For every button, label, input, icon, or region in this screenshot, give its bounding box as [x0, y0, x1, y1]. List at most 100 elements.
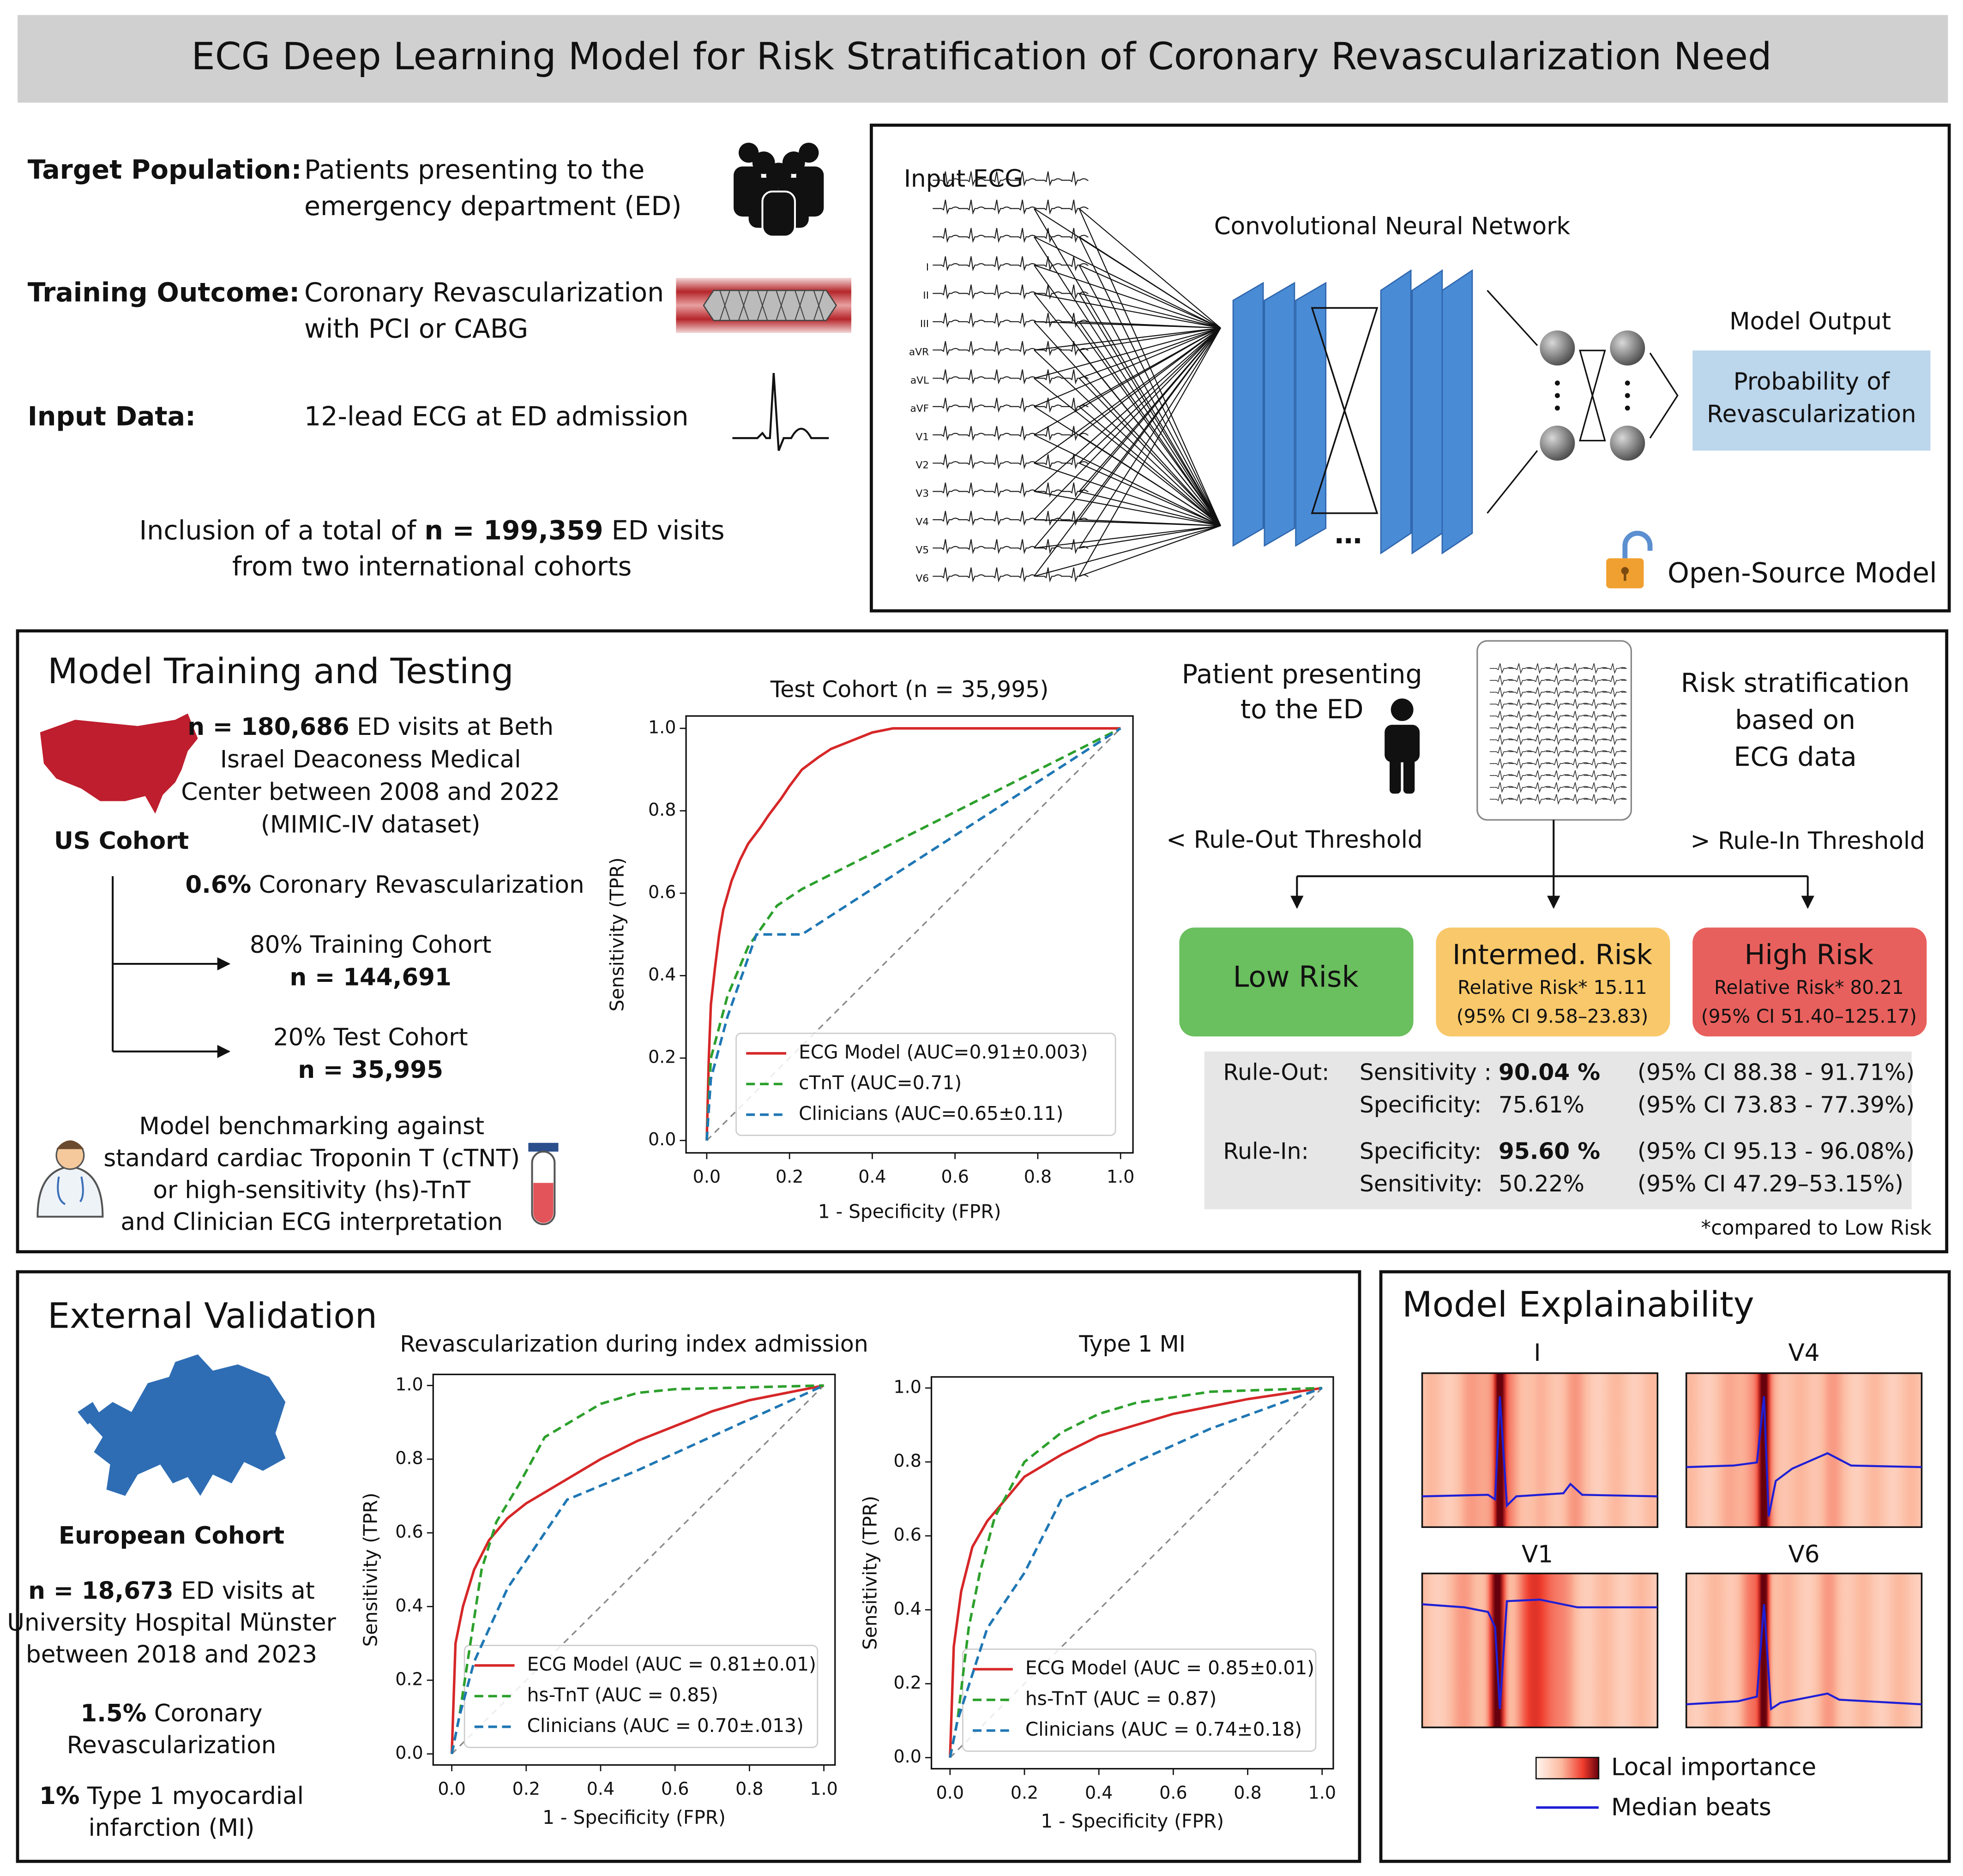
cohort-text: between 2018 and 2023	[26, 1641, 317, 1669]
connection	[1078, 327, 1221, 435]
y-tick-label: 0.6	[648, 882, 676, 902]
x-tick-label: 0.2	[776, 1166, 803, 1187]
neuron	[1540, 330, 1575, 366]
field-label: Training Outcome:	[28, 277, 300, 308]
benchmark-text: or high-sensitivity (hs)-TnT	[153, 1177, 470, 1204]
connection	[1078, 327, 1221, 548]
x-tick-label: 0.0	[693, 1166, 721, 1187]
neuron-dots	[1554, 393, 1560, 398]
connection	[1034, 327, 1221, 548]
connection	[1034, 463, 1221, 526]
x-tick-label: 0.2	[512, 1779, 540, 1799]
split-label: 80% Training Cohort	[250, 931, 492, 959]
x-tick-label: 0.6	[941, 1166, 969, 1187]
legend-label: hs-TnT (AUC = 0.85)	[527, 1684, 718, 1706]
field-label: Input Data:	[28, 401, 196, 432]
connection	[1034, 327, 1221, 379]
roc-curve	[949, 1387, 1322, 1758]
metric-value: 90.04 %	[1499, 1059, 1600, 1086]
cohort-text: n = 18,673 ED visits at	[28, 1577, 315, 1605]
x-tick-label: 0.2	[1011, 1782, 1038, 1803]
y-tick-label: 0.2	[395, 1669, 423, 1689]
ecg-trace	[933, 397, 1089, 413]
cohort-text: (MIMIC-IV dataset)	[261, 811, 481, 839]
neuron	[1610, 425, 1645, 461]
y-tick-label: 0.2	[648, 1047, 676, 1067]
roc-curve	[450, 1384, 825, 1755]
y-tick-label: 0.6	[395, 1521, 423, 1542]
legend-label: Clinicians (AUC = 0.70±.013)	[527, 1714, 804, 1737]
prevalence-text: 0.6% Coronary Revascularization	[185, 871, 584, 899]
neuron-dots	[1625, 380, 1630, 386]
median-beat	[1686, 1604, 1922, 1711]
strat-text: ECG data	[1734, 742, 1856, 772]
ecg-card-trace	[1489, 782, 1627, 793]
x-tick-label: 0.8	[1234, 1782, 1261, 1803]
ecg-card	[1476, 640, 1632, 821]
connection	[1034, 265, 1221, 329]
metric-value: 50.22%	[1499, 1171, 1584, 1197]
connection	[1034, 327, 1221, 492]
roc-curve	[949, 1387, 1323, 1758]
legend-label: ECG Model (AUC = 0.81±0.01)	[527, 1653, 816, 1675]
lead-label: I	[1534, 1339, 1541, 1367]
ecg-trace	[933, 567, 1089, 583]
lock-icon	[1606, 530, 1653, 589]
text-segment: Type 1 myocardial	[80, 1782, 304, 1810]
x-tick-label: 0.4	[1085, 1782, 1113, 1803]
ecg-card-trace	[1489, 687, 1627, 698]
lead-label: III	[920, 318, 929, 330]
bold-text: 1.5%	[80, 1700, 146, 1727]
confidence-interval: (95% CI 9.58–23.83)	[1457, 1005, 1649, 1028]
metric-value: 95.60 %	[1499, 1138, 1600, 1164]
connection	[1078, 434, 1221, 526]
ecg-card-trace	[1489, 758, 1627, 770]
y-tick-label: 0.4	[648, 964, 676, 985]
x-tick-label: 1.0	[810, 1779, 837, 1799]
threshold-label: < Rule-Out Threshold	[1166, 826, 1422, 854]
chance-line	[706, 728, 1121, 1141]
risk-box	[1179, 927, 1414, 1037]
y-tick-label: 0.2	[893, 1672, 921, 1693]
text-segment: ED visits at Beth	[349, 713, 554, 741]
metric-ci: (95% CI 95.13 - 96.08%)	[1638, 1138, 1915, 1164]
connection	[1079, 327, 1221, 379]
connection	[1034, 525, 1221, 549]
connection	[1079, 293, 1221, 329]
chart-title: Type 1 MI	[1078, 1331, 1186, 1357]
lead-label: V2	[915, 460, 929, 471]
metric-name: Sensitivity:	[1360, 1171, 1483, 1197]
title: ECG Deep Learning Model for Risk Stratif…	[191, 35, 1771, 78]
training-panel	[16, 629, 1949, 1254]
strat-text: Risk stratification	[1681, 668, 1910, 698]
connection	[1078, 406, 1221, 526]
y-axis-label: Sensitivity (TPR)	[359, 1492, 381, 1647]
roc-curve	[705, 727, 1121, 1141]
importance-heatmap	[1421, 1372, 1659, 1528]
y-tick-label: 0.0	[395, 1743, 423, 1763]
lead-label: V6	[1788, 1541, 1820, 1569]
bold-text: n = 199,359	[424, 515, 603, 546]
connection	[1034, 293, 1221, 329]
cnn-layer	[1295, 282, 1327, 547]
europe-map	[78, 1354, 286, 1496]
connection	[1034, 525, 1221, 577]
connection	[1079, 265, 1221, 329]
ecg-card-trace	[1489, 722, 1627, 734]
network-label: Convolutional Neural Network	[1214, 213, 1571, 241]
section-heading: Model Explainability	[1402, 1284, 1754, 1325]
metric-value: 75.61%	[1499, 1092, 1584, 1118]
x-tick-label: 0.4	[858, 1166, 886, 1187]
neuron-dots	[1554, 380, 1560, 386]
prevalence-text: 1% Type 1 myocardial	[39, 1782, 304, 1810]
fc-lines	[1487, 290, 1679, 514]
risk-name: High Risk	[1745, 939, 1874, 971]
ecg-card-trace	[1489, 746, 1627, 758]
section-heading: Model Training and Testing	[48, 651, 513, 691]
cohort-text: Center between 2008 and 2022	[181, 778, 560, 806]
rule-label: Rule-In:	[1223, 1138, 1309, 1164]
legend-label: ECG Model (AUC = 0.85±0.01)	[1025, 1657, 1314, 1679]
y-tick-label: 0.8	[893, 1451, 921, 1471]
connection	[1034, 327, 1221, 435]
